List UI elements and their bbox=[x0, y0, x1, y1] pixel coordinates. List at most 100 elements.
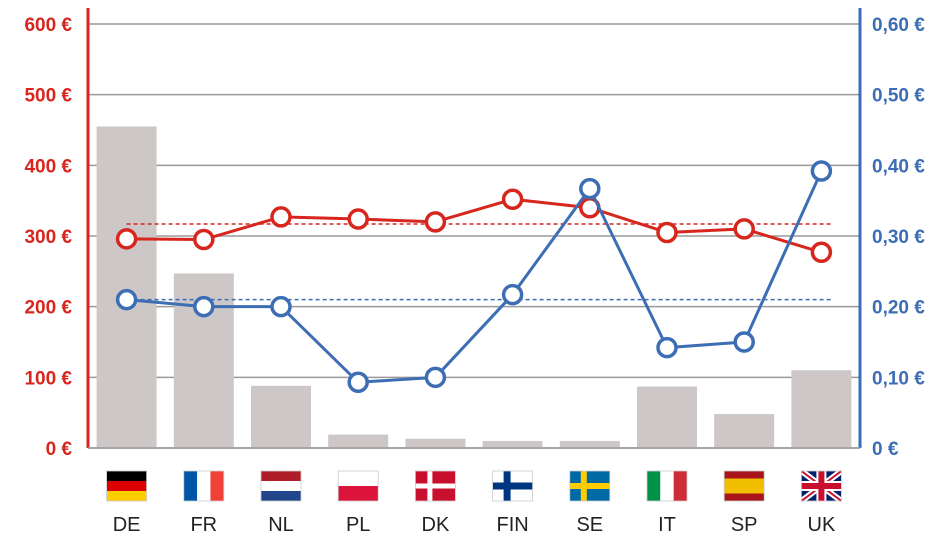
bar-series bbox=[96, 126, 852, 448]
flag-icon-nl bbox=[260, 470, 302, 502]
category-label-sp: SP bbox=[731, 514, 758, 536]
red-series-line bbox=[126, 197, 822, 254]
flag-part bbox=[261, 471, 301, 481]
red-series-point-nl bbox=[270, 206, 292, 228]
flag-part bbox=[647, 471, 661, 501]
category-label-nl: NL bbox=[268, 514, 294, 536]
axes bbox=[86, 8, 862, 449]
flag-icon-uk bbox=[799, 468, 844, 504]
flag-part bbox=[724, 478, 765, 494]
blue-series-point-nl bbox=[270, 295, 292, 318]
category-labels: DE FR NL PL DK FIN SE IT SP UK bbox=[113, 514, 836, 536]
category-label-fin: FIN bbox=[496, 514, 528, 536]
flag-part bbox=[183, 471, 198, 501]
flag-border bbox=[183, 470, 225, 502]
blue-series-point-it bbox=[656, 336, 678, 359]
flag-icon-sp bbox=[723, 470, 765, 502]
bar-se bbox=[559, 440, 620, 448]
right-tick-label: 0,30 € bbox=[872, 227, 925, 248]
flag-part bbox=[492, 482, 533, 490]
bar-pl bbox=[328, 434, 389, 448]
category-label-pl: PL bbox=[346, 514, 370, 536]
flag-part bbox=[660, 471, 674, 501]
flag-border bbox=[106, 470, 147, 502]
flag-part bbox=[106, 481, 147, 491]
flag-border bbox=[801, 470, 842, 502]
flag-icon-se bbox=[569, 470, 611, 502]
flag-row bbox=[106, 468, 844, 504]
blue-series-line bbox=[126, 170, 823, 384]
right-tick-label: 0 € bbox=[872, 439, 899, 460]
right-tick-label: 0,50 € bbox=[872, 86, 925, 107]
red-series-point-fin bbox=[501, 188, 524, 211]
right-tick-label: 0,40 € bbox=[872, 156, 925, 177]
right-axis-ticks: 0 € 0,10 € 0,20 € 0,30 € 0,40 € 0,50 € 0,60 € bbox=[872, 15, 925, 460]
flag-icon-dk bbox=[414, 470, 456, 502]
category-label-dk: DK bbox=[422, 514, 450, 536]
bar-dk bbox=[405, 438, 466, 448]
flag-border bbox=[260, 470, 302, 502]
blue-series-point-uk bbox=[810, 160, 833, 182]
left-tick-label: 100 € bbox=[24, 368, 72, 389]
average-lines bbox=[126, 223, 832, 301]
red-series-point-pl bbox=[347, 208, 369, 230]
category-label-fr: FR bbox=[190, 514, 217, 536]
right-tick-label: 0,10 € bbox=[872, 368, 925, 389]
flag-part bbox=[261, 491, 301, 501]
red-series-point-de bbox=[115, 228, 138, 250]
blue-series-point-pl bbox=[347, 371, 369, 394]
flag-part bbox=[338, 486, 379, 501]
bar-sp bbox=[714, 414, 775, 448]
flag-part bbox=[724, 493, 765, 501]
flag-border bbox=[492, 470, 534, 502]
blue-series-point-dk bbox=[424, 366, 447, 389]
flag-border bbox=[414, 470, 456, 502]
flag-part bbox=[261, 481, 301, 491]
left-axis-ticks: 0 € 100 € 200 € 300 € 400 € 500 € 600 € bbox=[24, 15, 72, 460]
left-tick-label: 500 € bbox=[24, 86, 72, 107]
bar-fin bbox=[482, 440, 543, 448]
blue-series-point-fin bbox=[501, 283, 524, 306]
flag-border bbox=[723, 470, 765, 502]
bar-nl bbox=[251, 385, 311, 448]
flag-part bbox=[724, 471, 765, 479]
flag-border bbox=[337, 470, 379, 502]
red-series-point-it bbox=[656, 221, 678, 244]
flag-border bbox=[646, 470, 688, 502]
left-tick-label: 200 € bbox=[24, 298, 72, 319]
flag-part bbox=[197, 471, 211, 501]
flag-icon-fin bbox=[492, 470, 534, 502]
bar-de bbox=[96, 126, 157, 448]
blue-series-point-se bbox=[579, 177, 601, 200]
flag-icon-it bbox=[646, 470, 688, 502]
blue-series-point-de bbox=[115, 288, 138, 311]
flag-border bbox=[569, 470, 611, 502]
left-tick-label: 600 € bbox=[24, 15, 72, 36]
red-series-point-uk bbox=[810, 241, 833, 264]
bar-it bbox=[637, 386, 697, 448]
flag-part bbox=[210, 471, 224, 501]
bar-uk bbox=[791, 370, 852, 448]
blue-series-point-fr bbox=[193, 295, 215, 318]
left-tick-label: 300 € bbox=[24, 227, 72, 248]
red-series-point-dk bbox=[424, 211, 447, 233]
red-series-point-sp bbox=[733, 218, 755, 240]
left-tick-label: 400 € bbox=[24, 156, 72, 177]
flag-part bbox=[818, 471, 825, 501]
blue-series-point-sp bbox=[733, 331, 755, 353]
flag-part bbox=[673, 471, 687, 501]
flag-icon-pl bbox=[337, 470, 379, 502]
line-series bbox=[115, 160, 833, 394]
flag-part bbox=[106, 471, 147, 481]
red-series-point-fr bbox=[193, 228, 215, 251]
right-tick-label: 0,20 € bbox=[872, 298, 925, 319]
flag-icon-fr bbox=[183, 470, 225, 502]
flag-part bbox=[415, 483, 456, 489]
flag-part bbox=[338, 471, 379, 486]
category-label-it: IT bbox=[658, 514, 676, 536]
category-label-uk: UK bbox=[808, 514, 836, 536]
category-label-se: SE bbox=[576, 514, 603, 536]
right-tick-label: 0,60 € bbox=[872, 15, 925, 36]
category-label-de: DE bbox=[113, 514, 141, 536]
